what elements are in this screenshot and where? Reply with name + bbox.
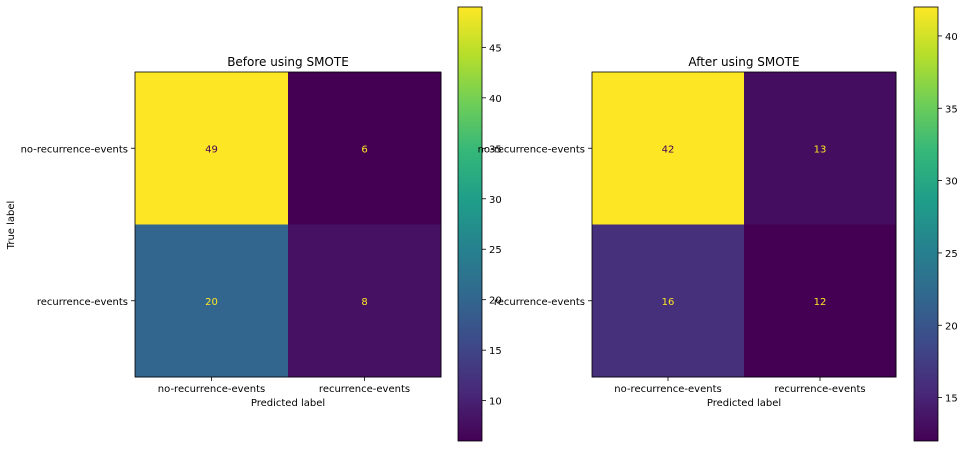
x-tick-label: recurrence-events <box>319 384 410 395</box>
colorbar-fill-before <box>458 7 482 441</box>
cell-value-label: 42 <box>662 144 675 155</box>
cell-value-label: 12 <box>814 297 827 308</box>
plot-frame-before <box>134 71 442 378</box>
y-tick-label: recurrence-events <box>494 297 585 308</box>
colorbar-tick-label: 30 <box>489 195 502 206</box>
colorbar-ticks-after: 15 20 25 30 35 40 <box>938 32 958 405</box>
cell-value-label: 8 <box>361 297 367 308</box>
colorbar-tick-label: 15 <box>945 394 958 405</box>
cell-value-label: 13 <box>814 144 827 155</box>
x-ticks-after: no-recurrence-events recurrence-events <box>614 377 866 395</box>
y-tick-label: recurrence-events <box>37 297 128 308</box>
confusion-matrix-after: After using SMOTE 42 13 16 12 no-recurrence… <box>478 55 897 409</box>
y-tick-label: no-recurrence-events <box>478 144 585 155</box>
x-tick-label: recurrence-events <box>774 384 865 395</box>
colorbar-tick-label: 20 <box>489 296 502 307</box>
colorbar-frame-before <box>457 6 483 442</box>
heatmap-cell <box>288 224 442 378</box>
heatmap-cell <box>288 72 442 225</box>
x-tick-label: no-recurrence-events <box>158 384 265 395</box>
colorbar-ticks-before: 10 15 20 25 30 35 40 45 <box>482 43 502 408</box>
colorbar-after: 15 20 25 30 35 40 <box>913 6 958 442</box>
confusion-matrix-before: Before using SMOTE 49 6 20 8 no-recurrence-… <box>6 55 442 409</box>
colorbar-fill-after <box>914 7 938 441</box>
y-tick-label: no-recurrence-events <box>21 144 128 155</box>
colorbar-tick-label: 10 <box>489 397 502 408</box>
colorbar-frame-after <box>913 6 939 442</box>
colorbar-tick-label: 40 <box>489 94 502 105</box>
heatmap-cell <box>592 224 745 378</box>
heatmap-cell <box>744 72 897 225</box>
heatmap-cell <box>592 72 745 225</box>
cell-value-label: 16 <box>662 297 675 308</box>
colorbar-tick-label: 20 <box>945 321 958 332</box>
colorbar-tick-label: 15 <box>489 346 502 357</box>
colorbar-tick-label: 40 <box>945 32 958 43</box>
y-ticks-after: no-recurrence-events recurrence-events <box>478 144 592 308</box>
heatmap-cells-after: 42 13 16 12 <box>592 72 897 378</box>
cell-value-label: 20 <box>205 297 218 308</box>
heatmap-cells-before: 49 6 20 8 <box>135 72 442 378</box>
colorbar-before: 10 15 20 25 30 35 40 45 <box>457 6 502 442</box>
colorbar-tick-label: 35 <box>945 104 958 115</box>
y-ticks-before: no-recurrence-events recurrence-events <box>21 144 135 308</box>
colorbar-tick-label: 45 <box>489 43 502 54</box>
colorbar-tick-label: 30 <box>945 177 958 188</box>
cell-value-label: 49 <box>205 144 218 155</box>
x-axis-label-before: Predicted label <box>251 398 325 409</box>
colorbar-tick-label: 25 <box>489 245 502 256</box>
heatmap-cell <box>744 224 897 378</box>
plot-frame-after <box>591 71 897 378</box>
x-ticks-before: no-recurrence-events recurrence-events <box>158 377 410 395</box>
heatmap-cell <box>135 72 289 225</box>
chart-title-before: Before using SMOTE <box>227 55 349 69</box>
colorbar-tick-label: 35 <box>489 144 502 155</box>
x-axis-label-after: Predicted label <box>707 398 781 409</box>
x-tick-label: no-recurrence-events <box>614 384 721 395</box>
heatmap-cell <box>135 224 289 378</box>
y-axis-label-before: True label <box>6 201 17 251</box>
chart-title-after: After using SMOTE <box>688 55 799 69</box>
cell-value-label: 6 <box>361 144 367 155</box>
colorbar-tick-label: 25 <box>945 249 958 260</box>
